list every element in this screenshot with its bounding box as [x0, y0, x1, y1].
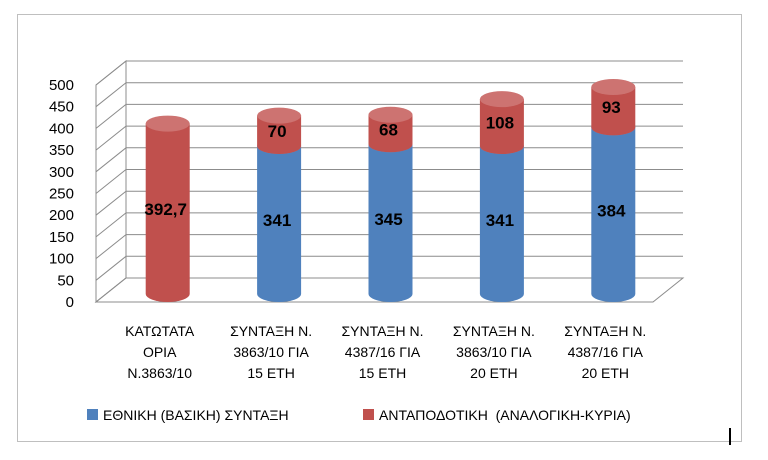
legend-label-series-1: ΑΝΤΑΠΟΔΟΤΙΚΗ (ΑΝΑΛΟΓΙΚΗ-ΚΥΡΙΑ) [379, 407, 631, 423]
gridline [95, 60, 683, 86]
y-tick-label: 50 [57, 272, 74, 289]
y-tick-label: 500 [49, 77, 74, 94]
data-labels: 392,7 341 70 345 68 341 108 384 93 [144, 98, 626, 230]
data-label-0-series-1: 392,7 [144, 200, 187, 219]
bar-3-series-1 [479, 99, 524, 155]
y-tick-label: 400 [49, 120, 74, 137]
y-axis-tick-labels: 0 50 100 150 200 250 300 350 400 450 500 [49, 77, 74, 311]
legend-label-series-0: ΕΘΝΙΚΗ (ΒΑΣΙΚΗ) ΣΥΝΤΑΞΗ [103, 407, 289, 423]
category-label-3-line-0: ΣΥΝΤΑΞΗ Ν. [453, 323, 535, 339]
bar-1-series-1 [257, 115, 302, 155]
data-label-3-series-0: 341 [486, 211, 514, 230]
y-tick-label: 150 [49, 229, 74, 246]
category-label-1-line-0: ΣΥΝΤΑΞΗ Ν. [230, 323, 312, 339]
y-tick-label: 250 [49, 186, 74, 203]
bar-3-series-1-top [479, 91, 524, 108]
y-tick-label: 350 [49, 142, 74, 159]
bar-0-series-1-top [145, 115, 190, 132]
bar-0-series-1 [145, 123, 190, 302]
category-label-2-line-1: 4387/16 ΓΙΑ [345, 344, 421, 360]
legend-swatch-series-1 [363, 409, 374, 420]
category-label-2-line-0: ΣΥΝΤΑΞΗ Ν. [341, 323, 423, 339]
category-label-3-line-2: 20 ΕΤΗ [470, 365, 517, 381]
data-label-3-series-1: 108 [486, 114, 514, 133]
data-label-4-series-0: 384 [597, 202, 626, 221]
legend-swatch-series-0 [87, 409, 98, 420]
bar-4-series-1-top [591, 78, 636, 95]
bar-2-series-1-top [368, 106, 413, 123]
bar-1-series-0 [257, 146, 302, 302]
data-label-4-series-1: 93 [602, 98, 621, 117]
data-label-2-series-1: 68 [379, 121, 398, 140]
bar-3-series-0 [479, 146, 524, 302]
y-tick-label: 0 [66, 294, 74, 311]
category-label-3-line-1: 3863/10 ΓΙΑ [456, 344, 532, 360]
y-tick-label: 200 [49, 207, 74, 224]
category-label-1-line-1: 3863/10 ΓΙΑ [233, 344, 309, 360]
data-label-1-series-0: 341 [263, 211, 291, 230]
gridline [95, 82, 683, 108]
data-label-2-series-0: 345 [374, 210, 402, 229]
legend: ΕΘΝΙΚΗ (ΒΑΣΙΚΗ) ΣΥΝΤΑΞΗ ΑΝΤΑΠΟΔΟΤΙΚΗ (ΑΝ… [87, 407, 631, 423]
category-label-4-line-2: 20 ΕΤΗ [582, 365, 629, 381]
category-label-0-line-1: ΟΡΙΑ [143, 344, 177, 360]
bar-1-series-1-top [257, 107, 302, 124]
bar-2-series-1 [368, 114, 413, 153]
category-label-0-line-2: Ν.3863/10 [127, 365, 192, 381]
category-label-2-line-2: 15 ΕΤΗ [359, 365, 406, 381]
category-label-4-line-1: 4387/16 ΓΙΑ [568, 344, 644, 360]
y-tick-label: 450 [49, 99, 74, 116]
category-label-4-line-0: ΣΥΝΤΑΞΗ Ν. [564, 323, 646, 339]
category-label-0-line-0: ΚΑΤΩΤΑΤΑ [125, 323, 195, 339]
bars [145, 78, 636, 303]
bar-4-series-0 [591, 127, 636, 303]
category-label-1-line-2: 15 ΕΤΗ [247, 365, 294, 381]
bar-2-series-0 [368, 144, 413, 302]
y-tick-label: 300 [49, 164, 74, 181]
bar-4-series-1 [591, 86, 636, 136]
category-labels: ΚΑΤΩΤΑΤΑ ΟΡΙΑ Ν.3863/10 ΣΥΝΤΑΞΗ Ν. 3863/10 Γ… [125, 323, 646, 381]
y-tick-label: 100 [49, 251, 74, 268]
data-label-1-series-1: 70 [268, 122, 287, 141]
